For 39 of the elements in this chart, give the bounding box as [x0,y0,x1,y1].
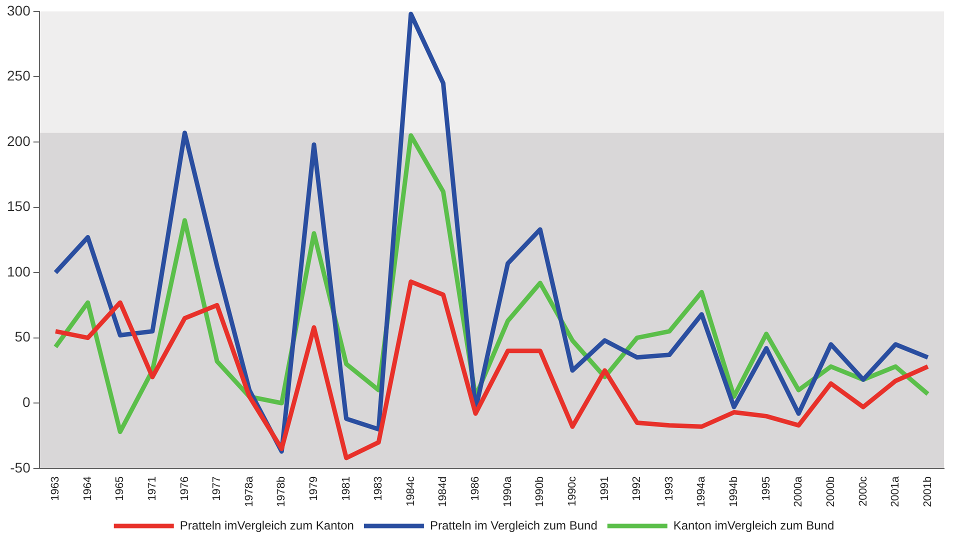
y-tick-label: -50 [10,459,31,476]
x-tick-label: 1965 [114,476,126,501]
x-tick-label: 1984d [437,476,450,508]
x-tick-label: 1992 [631,476,644,501]
y-tick-label: 300 [7,2,31,18]
x-tick-label: 1993 [663,476,676,501]
x-tick-label: 1990c [566,476,578,506]
y-tick-label: 50 [14,328,31,345]
x-tick-label: 1990a [502,476,514,508]
legend-label: Pratteln imVergleich zum Kanton [180,518,354,532]
x-tick-label: 1995 [760,476,772,501]
x-tick-label: 1994b [728,476,740,508]
x-tick-label: 2001a [890,476,902,508]
legend-label: Kanton imVergleich zum Bund [673,518,834,532]
x-tick-label: 2000a [792,476,805,508]
x-tick-label: 1984c [404,476,417,506]
x-tick-label: 1963 [50,476,62,501]
x-tick-label: 1994a [696,476,708,508]
x-tick-label: 1990b [534,476,546,508]
x-tick-label: 2000b [824,476,837,508]
x-tick-label: 1964 [82,476,94,501]
y-tick-label: 0 [22,394,31,410]
legend-label: Pratteln im Vergleich zum Bund [430,518,598,532]
x-tick-label: 2000c [857,476,870,506]
y-tick-label: 200 [7,132,31,149]
x-tick-label: 1971 [146,476,158,501]
x-tick-label: 1976 [178,476,191,501]
y-tick-label: 250 [7,68,31,84]
x-tick-label: 1983 [372,476,385,501]
x-tick-label: 1978a [243,476,256,508]
x-tick-label: 2001b [922,476,934,508]
x-tick-label: 1978b [276,476,288,508]
y-tick-label: 100 [7,263,31,280]
x-tick-label: 1986 [470,476,482,501]
x-tick-label: 1979 [308,476,320,501]
y-tick-label: 150 [7,198,31,214]
x-tick-label: 1991 [598,476,611,501]
x-tick-label: 1977 [211,476,224,501]
x-tick-label: 1981 [340,476,352,501]
